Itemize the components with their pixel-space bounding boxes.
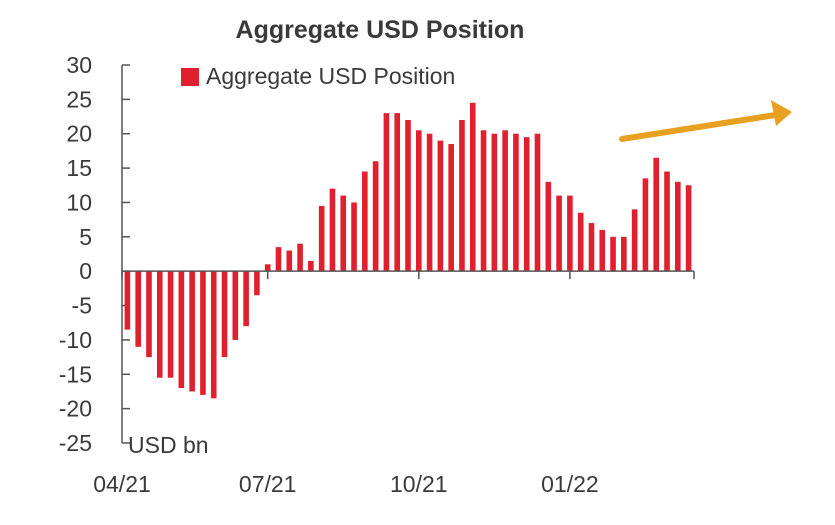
bar xyxy=(200,271,206,395)
bar xyxy=(491,133,498,272)
bar xyxy=(631,209,638,272)
legend: Aggregate USD Position xyxy=(181,63,455,89)
bar xyxy=(383,113,390,272)
bar xyxy=(351,202,357,272)
bar xyxy=(243,271,249,327)
trend-arrow-icon xyxy=(619,100,792,142)
bar xyxy=(545,181,552,272)
unit-label: USD bn xyxy=(128,432,209,458)
bar xyxy=(340,195,347,272)
bar xyxy=(685,185,692,272)
bar xyxy=(232,271,239,340)
bar xyxy=(415,130,422,272)
x-axis: 04/21 07/21 10/21 01/22 xyxy=(93,270,695,497)
bar xyxy=(254,271,260,296)
bar-series xyxy=(124,102,692,399)
y-tick-label: -5 xyxy=(72,293,92,319)
bar xyxy=(621,236,627,272)
bar xyxy=(567,195,573,272)
y-tick-label: 30 xyxy=(66,52,92,78)
bar xyxy=(502,130,508,272)
y-axis: 30 25 20 15 10 5 0 -5 -10 -15 -20 -25 xyxy=(59,52,130,456)
bar xyxy=(534,133,541,272)
bar xyxy=(318,205,325,272)
y-tick-label: 0 xyxy=(79,258,92,284)
bar xyxy=(480,130,487,272)
bar xyxy=(437,140,444,272)
bar xyxy=(642,178,649,272)
bar xyxy=(577,212,584,272)
bar xyxy=(513,133,519,272)
y-tick-label: 10 xyxy=(66,189,92,215)
bar xyxy=(167,271,174,378)
chart-title: Aggregate USD Position xyxy=(235,16,525,44)
bar xyxy=(135,271,141,347)
x-tick-label: 01/22 xyxy=(541,471,599,497)
x-tick-label: 07/21 xyxy=(239,471,297,497)
y-tick-label: 20 xyxy=(66,121,92,147)
y-tick-label: -25 xyxy=(59,430,92,456)
bar xyxy=(448,144,454,272)
bar xyxy=(653,157,660,272)
bar xyxy=(286,250,293,272)
bar xyxy=(362,171,368,272)
bar xyxy=(394,113,401,272)
bar xyxy=(556,195,562,272)
y-tick-label: 5 xyxy=(79,224,92,250)
y-tick-label: 25 xyxy=(66,86,92,112)
bar xyxy=(664,171,670,272)
bar xyxy=(372,161,379,272)
bar xyxy=(329,188,336,272)
bar xyxy=(588,223,595,272)
bar xyxy=(178,271,185,389)
bar xyxy=(599,229,606,272)
bar xyxy=(405,119,411,272)
legend-label: Aggregate USD Position xyxy=(206,63,455,89)
bar xyxy=(275,247,282,272)
y-tick-label: -15 xyxy=(59,361,92,387)
bar xyxy=(210,271,217,399)
x-tick-label: 10/21 xyxy=(390,471,448,497)
bar xyxy=(124,271,131,330)
legend-swatch xyxy=(181,68,199,86)
bar xyxy=(308,260,314,272)
y-tick-label: -10 xyxy=(59,327,92,353)
bar xyxy=(469,102,476,272)
x-tick-label: 04/21 xyxy=(93,471,151,497)
bar xyxy=(146,271,152,358)
bar xyxy=(297,243,303,272)
bar xyxy=(675,181,681,272)
bar xyxy=(221,271,228,358)
y-tick-label: 15 xyxy=(66,155,92,181)
bar xyxy=(610,236,616,272)
bar xyxy=(426,133,433,272)
bar xyxy=(459,119,465,272)
bar xyxy=(523,137,530,272)
bar xyxy=(264,264,271,272)
bar xyxy=(189,271,195,392)
bar xyxy=(156,271,163,378)
y-tick-label: -20 xyxy=(59,396,92,422)
